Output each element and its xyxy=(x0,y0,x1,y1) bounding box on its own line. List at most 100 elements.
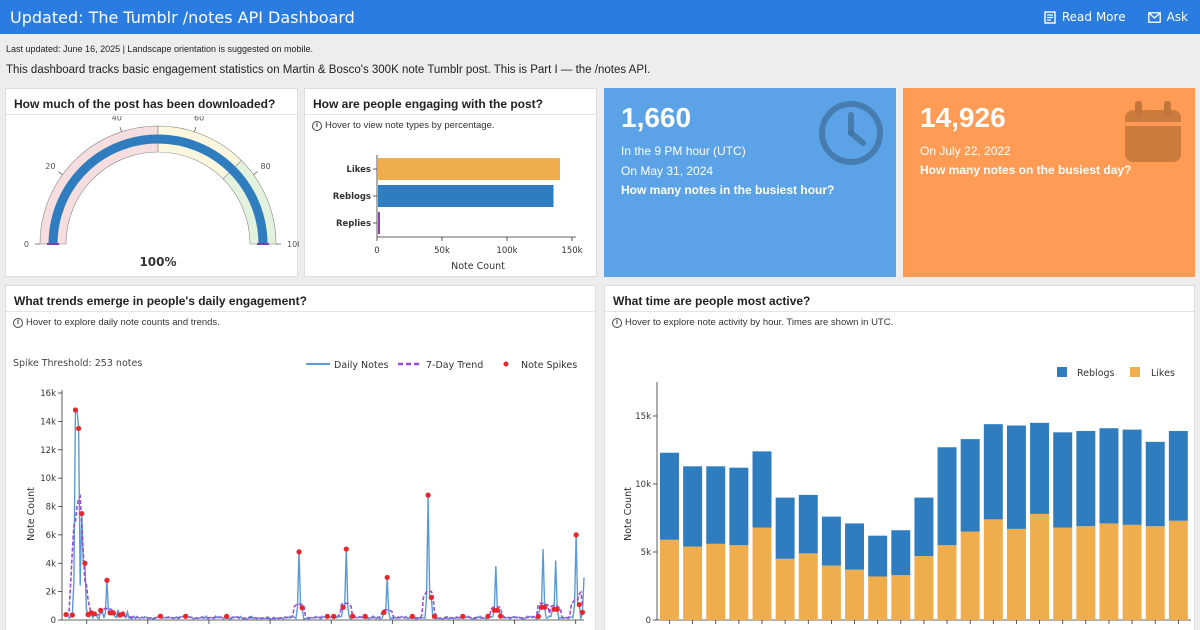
note-spike-point xyxy=(296,549,302,555)
daily-y-tick-label: 12k xyxy=(40,446,56,456)
engagement-bar-likes xyxy=(378,158,560,180)
download-card-title: How much of the post has been downloaded… xyxy=(6,89,297,115)
envelope-icon xyxy=(1147,11,1161,23)
likes-bar xyxy=(914,556,934,620)
daily-y-tick-label: 4k xyxy=(46,559,56,569)
gauge-tick xyxy=(58,171,63,175)
info-icon: i xyxy=(612,317,622,328)
note-spike-point xyxy=(120,611,126,617)
engagement-x-tick-label: 100k xyxy=(496,246,517,256)
reblogs-bar xyxy=(914,497,934,557)
busiest-day-value: 14,926 xyxy=(920,102,1006,133)
legend-daily-notes: Daily Notes xyxy=(334,360,389,371)
daily-y-tick-label: 10k xyxy=(40,474,56,484)
last-updated-text: Last updated: June 16, 2025 | Landscape … xyxy=(6,44,314,54)
likes-bar xyxy=(891,575,911,620)
gauge-tick-label: 20 xyxy=(45,162,55,171)
reblogs-bar xyxy=(1076,430,1096,527)
likes-bar xyxy=(868,576,888,620)
engagement-bar-chart[interactable]: Likes Reblogs Replies 0 50k 100k 150k Note Cou… xyxy=(305,127,598,277)
reblogs-bar xyxy=(821,516,841,566)
hourly-stacked-bar-chart[interactable]: Reblogs Likes 0 5k 10k 15k Note Count xyxy=(605,324,1196,630)
reblogs-bar xyxy=(798,494,818,554)
daily-y-tick-label: 14k xyxy=(40,417,56,427)
seven-day-trend-line xyxy=(65,493,585,620)
daily-hint-text: Hover to explore daily note counts and t… xyxy=(26,317,220,328)
likes-bar xyxy=(706,543,726,620)
likes-bar xyxy=(960,531,980,620)
reblogs-bar xyxy=(1168,430,1188,521)
likes-bar xyxy=(1030,513,1050,620)
hourly-y-tick-label: 5k xyxy=(641,548,651,558)
daily-hint: i Hover to explore daily note counts and… xyxy=(13,317,595,328)
note-spike-point xyxy=(579,609,586,615)
note-spike-point xyxy=(485,613,491,619)
busiest-hour-date: On May 31, 2024 xyxy=(621,164,714,178)
top-bar: Updated: The Tumblr /notes API Dashboard… xyxy=(0,0,1200,34)
likes-bar xyxy=(845,569,865,620)
read-more-link[interactable]: Read More xyxy=(1044,10,1126,24)
hourly-y-tick-label: 10k xyxy=(635,480,651,490)
reblogs-bar xyxy=(1122,429,1142,525)
engagement-x-tick-label: 0 xyxy=(374,246,379,256)
calendar-icon xyxy=(1125,101,1181,162)
note-spike-point xyxy=(573,532,579,538)
likes-bar xyxy=(983,519,1003,620)
dashboard-description: This dashboard tracks basic engagement s… xyxy=(6,64,651,76)
gauge-tick-label: 100 xyxy=(287,240,299,249)
busiest-hour-value: 1,660 xyxy=(621,102,692,133)
reblogs-bar xyxy=(1006,425,1026,529)
reblogs-bar xyxy=(960,439,980,532)
daily-trends-card: What trends emerge in people's daily eng… xyxy=(5,285,596,630)
gauge-tick xyxy=(253,171,258,175)
note-spike-point xyxy=(223,613,230,619)
engagement-bar-reblogs xyxy=(378,185,554,207)
info-icon: i xyxy=(13,317,23,328)
note-spike-point xyxy=(542,604,548,610)
hourly-y-tick-label: 0 xyxy=(646,616,651,626)
legend-note-spikes: Note Spikes xyxy=(521,360,577,371)
daily-y-tick-label: 0 xyxy=(51,616,56,626)
gauge-tick xyxy=(194,126,197,132)
note-spike-point xyxy=(428,594,434,601)
daily-line-chart[interactable]: Spike Threshold: 253 notes Daily Notes 7… xyxy=(6,324,597,630)
daily-y-tick-label: 6k xyxy=(46,531,56,541)
hourly-y-tick-label: 15k xyxy=(635,412,651,422)
download-gauge[interactable]: 0 20 40 60 80 100 100% xyxy=(6,116,299,276)
likes-bar xyxy=(798,553,818,620)
ask-link[interactable]: Ask xyxy=(1147,10,1188,24)
note-spike-point xyxy=(460,613,466,619)
reblogs-bar xyxy=(1053,432,1073,528)
likes-bar xyxy=(1006,528,1026,620)
note-spike-point xyxy=(69,612,75,618)
note-spike-point xyxy=(349,613,356,619)
engagement-hint-text: Hover to view note types by percentage. xyxy=(325,120,495,131)
likes-bar xyxy=(1145,526,1165,620)
note-spike-point xyxy=(535,613,541,619)
reblogs-bar xyxy=(752,451,772,528)
daily-y-tick-label: 2k xyxy=(46,588,56,598)
engagement-x-tick-label: 150k xyxy=(561,246,582,256)
likes-bar xyxy=(1099,523,1119,620)
note-spike-point xyxy=(576,602,582,608)
reblogs-bar xyxy=(1030,422,1050,514)
daily-y-tick-label: 8k xyxy=(46,503,56,513)
engagement-bar-replies xyxy=(378,212,380,234)
engagement-card: How are people engaging with the post? i… xyxy=(304,88,597,277)
note-spike-point xyxy=(72,407,79,413)
note-spike-point xyxy=(362,613,368,619)
likes-bar xyxy=(752,527,772,620)
gauge-tick-label: 80 xyxy=(261,162,271,171)
likes-bar xyxy=(660,539,679,620)
likes-bar xyxy=(1053,527,1073,620)
note-spike-point xyxy=(75,425,82,432)
note-spike-point xyxy=(104,577,110,583)
note-spike-point xyxy=(343,546,349,552)
daily-legend: Daily Notes 7-Day Trend Note Spikes xyxy=(306,360,577,371)
download-card: How much of the post has been downloaded… xyxy=(5,88,299,277)
note-spike-point xyxy=(299,605,305,611)
note-spike-point xyxy=(425,492,431,498)
engagement-bar-label: Reblogs xyxy=(333,192,371,202)
daily-notes-line xyxy=(65,409,585,621)
note-spike-point xyxy=(409,613,415,619)
